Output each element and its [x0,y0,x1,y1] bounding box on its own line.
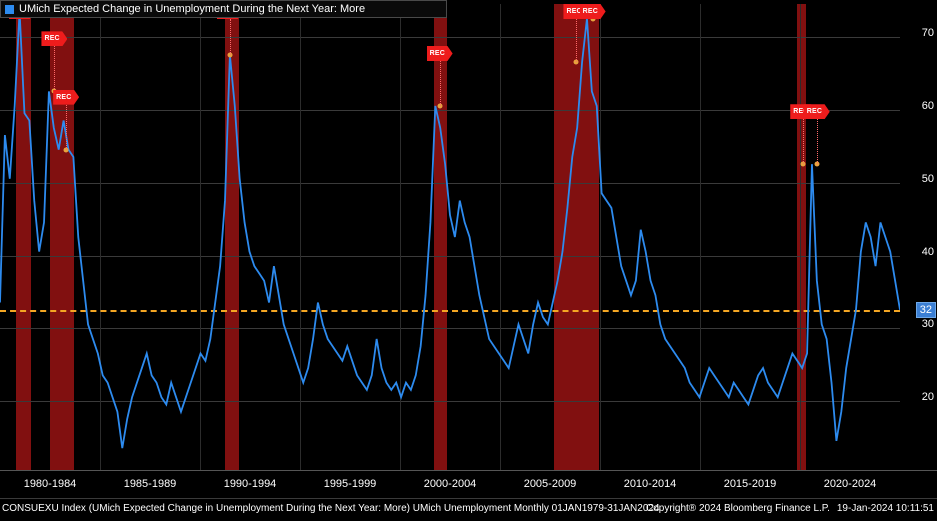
recession-flag-label: REC [793,108,809,116]
recession-flag-label: REC [429,49,446,57]
recession-flag-stem [66,104,68,150]
recession-flag[interactable]: REC [579,4,606,19]
vertical-gridline [700,4,701,470]
vertical-gridline [200,4,201,470]
recession-flag-marker[interactable]: REC [41,31,68,47]
marker-dot [63,147,69,153]
recession-flag[interactable]: REC [803,104,830,165]
recession-flag-stem [439,60,442,106]
recession-flag-stem [576,19,578,63]
series-color-swatch [5,4,14,14]
recession-flag-label: REC [582,8,599,15]
gridline [0,182,900,184]
vertical-gridline [100,4,101,470]
recession-flag-label: REC [806,108,823,116]
recession-band [49,4,74,470]
recession-flag-stem [816,119,819,165]
gridline [0,328,900,330]
recession-flag[interactable]: REC [53,89,80,150]
x-axis-tick-label: 2020-2024 [823,478,877,490]
y-axis-tick-label: 40 [921,245,934,258]
footer-copyright: Copyright® 2024 Bloomberg Finance L.P. [646,503,830,514]
vertical-gridline [500,4,501,470]
recession-flag-label: REC [56,93,72,101]
gridline [0,401,900,403]
marker-dot [814,161,820,167]
recession-flag[interactable]: REC [426,45,453,106]
recession-band [16,4,32,470]
vertical-gridline [400,4,401,470]
y-axis: 20 30 40 50 60 70 32 [900,0,937,470]
gridline [0,37,900,39]
x-axis-tick-label: 1980-1984 [23,478,77,490]
gridline [0,109,900,111]
axis-baseline [0,470,937,471]
marker-dot [800,161,806,167]
recession-flag-label: REC [44,35,60,43]
recession-flag-marker[interactable]: REC [803,104,830,120]
plot-area: RECRECRECRECRECRECRECRECREC [0,4,900,470]
y-axis-tick-label: 50 [921,172,934,185]
footer-divider [0,498,937,499]
legend-title-bar[interactable]: UMich Expected Change in Unemployment Du… [0,0,447,18]
recession-flag-marker[interactable]: REC [53,89,80,105]
vertical-gridline [300,4,301,470]
x-axis-tick-label: 1990-1994 [223,478,277,490]
x-axis: 1980-1984 1985-1989 1990-1994 1995-1999 2000… [0,470,900,496]
x-axis-tick-label: 1995-1999 [323,478,377,490]
marker-dot [437,103,443,109]
x-axis-tick-label: 2010-2014 [623,478,677,490]
footer-timestamp: 19-Jan-2024 10:11:51 [836,503,934,514]
series-path [0,11,900,449]
y-axis-tick-label: 60 [921,99,934,112]
recession-flag-marker[interactable]: REC [579,4,606,19]
y-axis-tick-label: 20 [921,391,934,404]
vertical-gridline [800,4,801,470]
recession-flag-stem [229,19,232,55]
last-value-badge: 32 [915,301,936,318]
marker-dot [227,52,233,58]
gridline [0,255,900,257]
reference-line [0,309,900,312]
recession-band [433,4,448,470]
footer-description: CONSUEXU Index (UMich Expected Change in… [2,503,660,514]
recession-flag-stem [803,119,805,165]
recession-flag-stem [54,46,56,92]
x-axis-tick-label: 1985-1989 [123,478,177,490]
x-axis-tick-label: 2000-2004 [423,478,477,490]
y-axis-tick-label: 30 [921,318,934,331]
chart-title: UMich Expected Change in Unemployment Du… [19,3,366,15]
recession-flag-marker[interactable]: REC [426,45,453,61]
series-line [0,11,900,449]
recession-flag[interactable]: REC [41,31,68,92]
recession-band [796,4,806,470]
vertical-gridline [600,4,601,470]
x-axis-tick-label: 2005-2009 [523,478,577,490]
marker-dot [573,59,579,65]
footer: CONSUEXU Index (UMich Expected Change in… [0,500,937,521]
y-axis-tick-label: 70 [921,27,934,40]
x-axis-tick-label: 2015-2019 [723,478,777,490]
recession-flag-label: REC [566,8,582,15]
